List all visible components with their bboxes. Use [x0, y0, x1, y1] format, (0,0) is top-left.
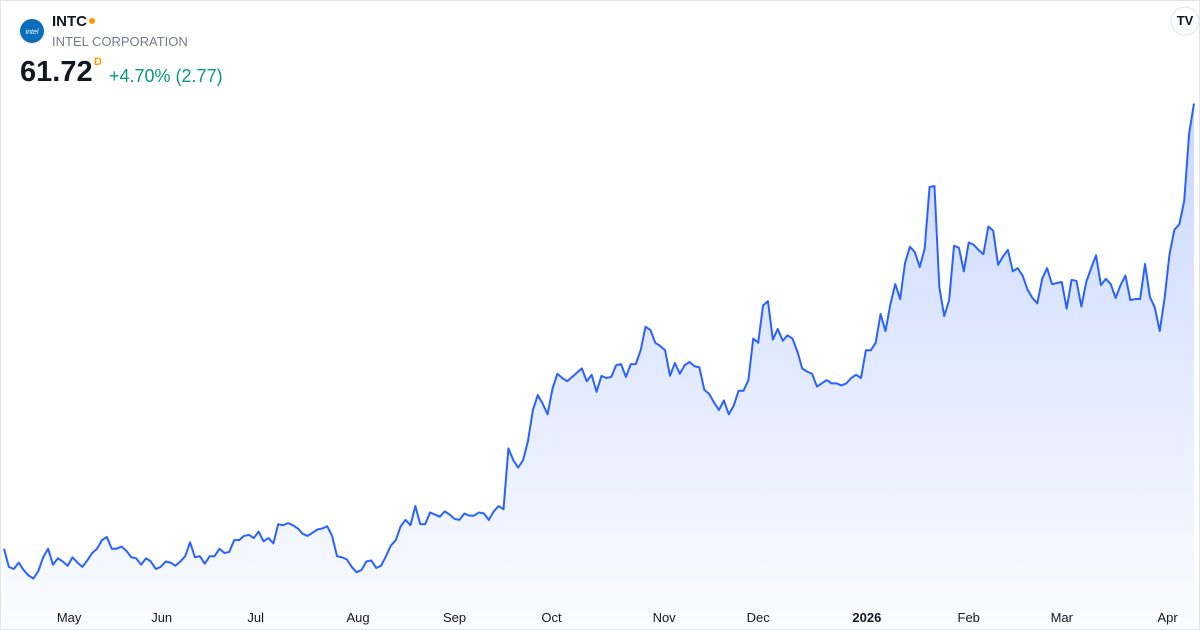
symbol: INTC — [52, 13, 87, 30]
price-line — [3, 103, 1195, 580]
price: 61.72 — [20, 56, 93, 88]
tv-logo[interactable] — [1170, 6, 1199, 36]
logo-text: intel — [26, 29, 39, 36]
area-fill — [4, 103, 1194, 629]
tv-logo-text: TV — [1177, 13, 1194, 28]
price-flag: D — [94, 56, 102, 68]
price-change: +4.70% (2.77) — [109, 66, 223, 86]
status-dot — [89, 18, 95, 24]
company-name: INTEL CORPORATION — [52, 34, 188, 49]
logo — [20, 19, 44, 43]
